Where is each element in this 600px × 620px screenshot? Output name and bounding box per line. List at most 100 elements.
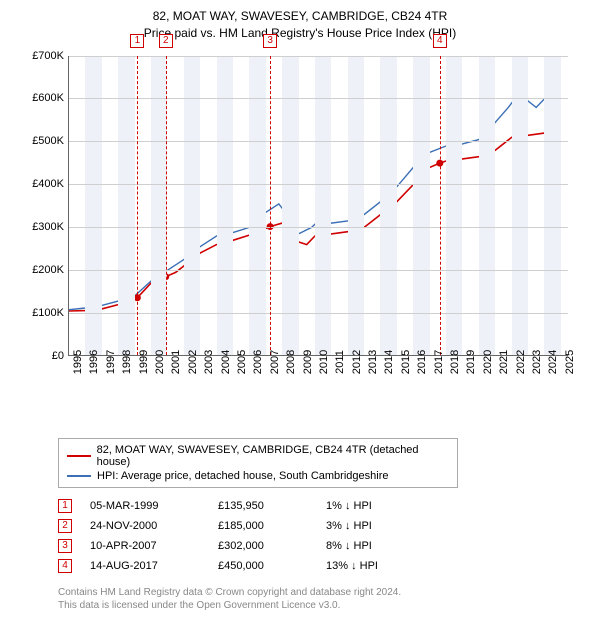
x-axis-label: 2002 [187, 349, 199, 373]
x-axis-label: 2015 [400, 349, 412, 373]
sales-row-price: £302,000 [218, 540, 308, 552]
sales-row: 414-AUG-2017£450,00013% ↓ HPI [58, 556, 580, 576]
x-axis-label: 2018 [449, 349, 461, 373]
year-band [217, 56, 233, 355]
y-axis-label: £700K [20, 50, 64, 62]
legend-swatch [67, 475, 91, 477]
year-band [413, 56, 429, 355]
sales-row-price: £450,000 [218, 560, 308, 572]
year-band [249, 56, 265, 355]
year-band [479, 56, 495, 355]
y-axis-label: £100K [20, 307, 64, 319]
sales-row-pct: 13% ↓ HPI [326, 560, 416, 572]
x-axis-label: 2021 [498, 349, 510, 373]
x-axis-label: 2007 [269, 349, 281, 373]
y-axis-label: £600K [20, 92, 64, 104]
sales-row-pct: 3% ↓ HPI [326, 520, 416, 532]
year-band [348, 56, 364, 355]
sales-table: 1 05-MAR-1999 £135,950 1% ↓ HPI 2 24-NOV-2000… [58, 496, 580, 576]
x-axis-label: 2003 [203, 349, 215, 373]
chart-title-line1: 82, MOAT WAY, SWAVESEY, CAMBRIDGE, CB24 … [10, 8, 590, 25]
x-axis-label: 2011 [334, 350, 346, 374]
sales-row-price: £185,000 [218, 520, 308, 532]
x-axis-label: 1999 [138, 349, 150, 373]
sale-marker-box: 1 [130, 34, 144, 48]
chart-title-line2: Price paid vs. HM Land Registry's House … [10, 25, 590, 42]
year-band [446, 56, 462, 355]
title-block: 82, MOAT WAY, SWAVESEY, CAMBRIDGE, CB24 … [10, 8, 590, 42]
year-band [512, 56, 528, 355]
year-band [315, 56, 331, 355]
legend-swatch [67, 455, 91, 457]
x-axis-label: 2019 [465, 349, 477, 373]
x-axis-label: 2005 [236, 349, 248, 373]
x-axis-label: 2012 [351, 349, 363, 373]
year-band [544, 56, 560, 355]
year-band [184, 56, 200, 355]
sale-marker-line [270, 56, 271, 355]
gridline [69, 270, 568, 271]
sales-row: 2 24-NOV-2000 £185,000 3% ↓ HPI [58, 516, 580, 536]
x-axis-label: 2020 [482, 349, 494, 373]
year-band [85, 56, 101, 355]
legend-row: 82, MOAT WAY, SWAVESEY, CAMBRIDGE, CB24 … [67, 443, 449, 469]
sales-row-pct: 1% ↓ HPI [326, 500, 416, 512]
sale-marker-line [137, 56, 138, 355]
gridline [69, 313, 568, 314]
gridline [69, 184, 568, 185]
sales-row-date: 05-MAR-1999 [90, 500, 200, 512]
chart-wrap: 1234 £0£100K£200K£300K£400K£500K£600K£70… [20, 50, 580, 390]
footer-line2: This data is licensed under the Open Gov… [58, 599, 580, 612]
legend-box: 82, MOAT WAY, SWAVESEY, CAMBRIDGE, CB24 … [58, 438, 458, 488]
y-axis-label: £0 [20, 350, 64, 362]
x-axis-label: 2025 [564, 349, 576, 373]
gridline [69, 227, 568, 228]
legend-row: HPI: Average price, detached house, Sout… [67, 469, 449, 483]
sales-row-marker: 3 [58, 539, 72, 553]
x-axis-label: 1997 [105, 349, 117, 373]
x-axis-label: 1995 [72, 349, 84, 373]
footer: Contains HM Land Registry data © Crown c… [58, 586, 580, 612]
sale-marker-box: 2 [159, 34, 173, 48]
sales-row-marker: 2 [58, 519, 72, 533]
x-axis-label: 2006 [252, 349, 264, 373]
x-axis-label: 2001 [170, 349, 182, 373]
x-axis-label: 1996 [88, 349, 100, 373]
sales-row-marker: 4 [58, 559, 72, 573]
x-axis-label: 2009 [302, 349, 314, 373]
x-axis-label: 2000 [154, 349, 166, 373]
gridline [69, 141, 568, 142]
x-axis-label: 2014 [383, 349, 395, 373]
sales-row: 310-APR-2007£302,0008% ↓ HPI [58, 536, 580, 556]
y-axis-label: £400K [20, 178, 64, 190]
sales-row-date: 24-NOV-2000 [90, 520, 200, 532]
year-band [118, 56, 134, 355]
sales-row: 1 05-MAR-1999 £135,950 1% ↓ HPI [58, 496, 580, 516]
legend-label: HPI: Average price, detached house, Sout… [97, 470, 388, 482]
x-axis-label: 2017 [433, 349, 445, 373]
gridline [69, 98, 568, 99]
x-axis-label: 2024 [547, 349, 559, 373]
footer-line1: Contains HM Land Registry data © Crown c… [58, 586, 580, 599]
sale-marker-line [166, 56, 167, 355]
x-axis-label: 2013 [367, 349, 379, 373]
x-axis-label: 2004 [220, 349, 232, 373]
gridline [69, 56, 568, 57]
x-axis-label: 1998 [121, 349, 133, 373]
legend-label: 82, MOAT WAY, SWAVESEY, CAMBRIDGE, CB24 … [97, 444, 449, 468]
year-band [282, 56, 298, 355]
x-axis-label: 2022 [515, 349, 527, 373]
sale-marker-box: 4 [433, 34, 447, 48]
sale-marker-box: 3 [263, 34, 277, 48]
sales-row-marker: 1 [58, 499, 72, 513]
chart-container: 82, MOAT WAY, SWAVESEY, CAMBRIDGE, CB24 … [0, 0, 600, 620]
y-axis-label: £500K [20, 135, 64, 147]
sale-marker-line [440, 56, 441, 355]
x-axis-label: 2010 [318, 349, 330, 373]
x-axis-label: 2023 [531, 349, 543, 373]
sales-row-pct: 8% ↓ HPI [326, 540, 416, 552]
x-axis-label: 2008 [285, 349, 297, 373]
sales-row-price: £135,950 [218, 500, 308, 512]
y-axis-label: £300K [20, 221, 64, 233]
x-axis-label: 2016 [416, 349, 428, 373]
